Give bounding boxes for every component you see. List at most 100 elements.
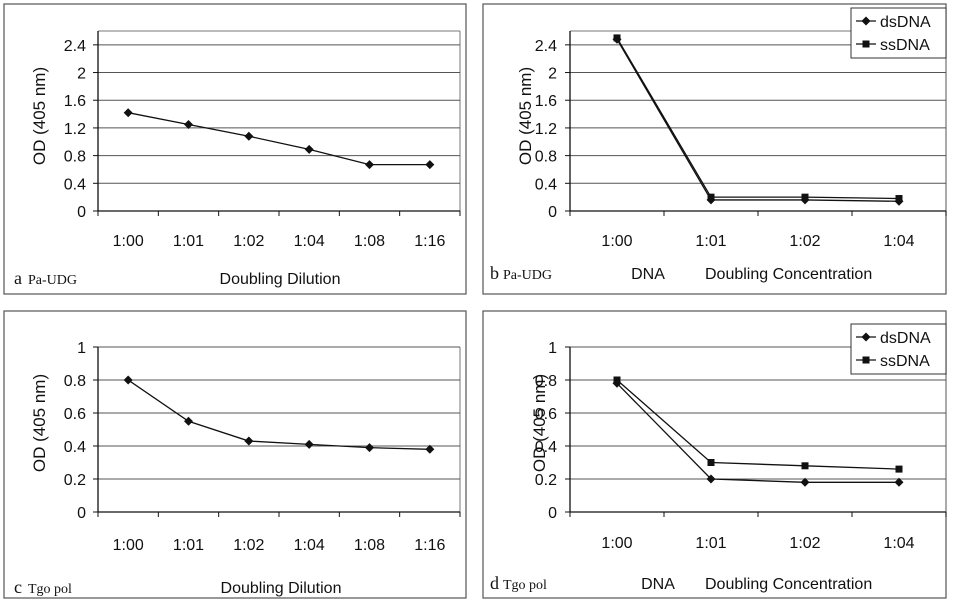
x-tick-label: 1:01	[173, 233, 204, 250]
data-point-main	[244, 436, 254, 446]
chart-panel-b: 0 0.4 0.8 1.2 1.6 2 2.4 1:00 1:01 1:02 1:04 OD (405…	[482, 3, 947, 295]
panel-protein-label: Pa-UDG	[28, 273, 77, 288]
y-axis-label: OD (405 nm)	[30, 374, 49, 472]
legend-marker-ssdna	[862, 356, 870, 364]
x-axis-label-prefix: DNA	[641, 576, 675, 593]
data-point-main	[184, 416, 193, 426]
x-tick-label: 1:08	[354, 233, 385, 250]
chart-panel-d: 0 0.2 0.4 0.6 0.8 1 1:00 1:01 1:02 1:04 OD (405 nm…	[482, 310, 947, 599]
legend-label: ssDNA	[880, 37, 930, 54]
y-tick-label: 1	[77, 340, 86, 357]
y-tick-label: 0.2	[64, 472, 86, 489]
legend-marker-dsdna	[861, 332, 871, 342]
y-tick-label: 0	[77, 505, 86, 522]
series-line-dsdna	[616, 382, 899, 483]
series-line-ssdna	[616, 37, 900, 200]
data-point-main	[244, 131, 254, 141]
panel-frame	[3, 310, 467, 599]
x-tick-label: 1:16	[414, 233, 445, 250]
x-tick-label: 1:02	[789, 535, 820, 552]
x-tick-label: 1:16	[414, 537, 445, 554]
legend-box	[850, 323, 947, 375]
y-axis-label: OD (405 nm)	[30, 67, 49, 165]
panel-letter: a	[14, 268, 22, 288]
data-point-main	[304, 144, 314, 154]
legend-label: dsDNA	[880, 14, 931, 31]
x-axis-label: Doubling Dilution	[220, 271, 341, 288]
series-line-main	[127, 379, 430, 450]
data-point-main	[425, 444, 435, 454]
series-line-main	[128, 112, 430, 166]
x-tick-label: 1:02	[233, 537, 264, 554]
x-tick-label: 1:08	[354, 537, 385, 554]
data-point-ssdna	[895, 195, 903, 203]
panel-letter: b	[490, 263, 499, 283]
x-tick-label: 1:04	[883, 535, 914, 552]
data-point-main	[425, 160, 435, 170]
y-tick-label: 0.8	[535, 149, 557, 166]
panel-protein-label: Tgo pol	[503, 578, 547, 593]
x-axis-label: Doubling Concentration	[705, 266, 872, 283]
x-tick-label: 1:00	[113, 537, 144, 554]
series-line-ssdna	[616, 379, 900, 470]
y-tick-label: 0.4	[64, 439, 86, 456]
y-tick-label: 0.8	[64, 373, 86, 390]
legend-label: dsDNA	[880, 330, 931, 347]
data-point-ssdna	[707, 193, 715, 201]
y-tick-label: 2	[77, 66, 86, 83]
y-tick-label: 2.4	[535, 38, 557, 55]
legend-box	[850, 7, 947, 59]
data-point-ssdna	[801, 462, 809, 470]
y-tick-label: 0.8	[535, 373, 557, 390]
x-tick-label: 1:04	[294, 233, 325, 250]
panel-frame	[3, 3, 467, 295]
legend-marker-dsdna	[861, 16, 871, 26]
y-tick-label: 1.2	[64, 121, 86, 138]
x-axis-label: Doubling Dilution	[221, 580, 342, 597]
data-point-main	[304, 439, 314, 449]
data-point-dsdna	[706, 474, 716, 484]
panel-letter: d	[490, 573, 499, 593]
y-tick-label: 0.4	[535, 439, 557, 456]
data-point-main	[365, 443, 374, 453]
y-tick-label: 1.6	[64, 93, 86, 110]
data-point-dsdna	[894, 477, 904, 487]
y-tick-label: 0.2	[535, 472, 557, 489]
x-tick-label: 1:04	[294, 537, 325, 554]
y-tick-label: 1.6	[535, 93, 557, 110]
panel-protein-label: Tgo pol	[28, 582, 72, 597]
data-point-main	[123, 108, 133, 118]
chart-panel-c: 0 0.2 0.4 0.6 0.8 1 1:00 1:01 1:02 1:04 1:08 1:16 OD…	[3, 310, 467, 599]
x-axis-label-prefix: DNA	[631, 266, 665, 283]
panel-protein-label: Pa-UDG	[503, 268, 552, 283]
y-tick-label: 2.4	[64, 38, 86, 55]
y-axis-label: OD (405 nm)	[516, 67, 535, 165]
data-point-dsdna	[800, 477, 810, 487]
data-point-ssdna	[707, 459, 715, 466]
y-tick-label: 0	[548, 204, 557, 221]
data-point-main	[123, 375, 133, 385]
data-point-ssdna	[613, 376, 621, 384]
x-tick-label: 1:00	[601, 233, 632, 250]
y-tick-label: 1.2	[535, 121, 557, 138]
legend-marker-ssdna	[862, 40, 870, 48]
y-tick-label: 0	[77, 204, 86, 221]
x-tick-label: 1:01	[695, 535, 726, 552]
x-tick-label: 1:01	[695, 233, 726, 250]
x-tick-label: 1:00	[601, 535, 632, 552]
y-axis-label: OD (405 nm)	[530, 374, 549, 472]
y-tick-label: 0.6	[64, 406, 86, 423]
series-line-dsdna	[616, 38, 900, 202]
data-point-main	[365, 160, 374, 170]
x-tick-label: 1:00	[113, 233, 144, 250]
y-tick-label: 0.6	[535, 406, 557, 423]
y-tick-label: 0	[548, 505, 557, 522]
data-point-ssdna	[801, 193, 809, 201]
y-tick-label: 0.4	[64, 176, 86, 193]
data-point-ssdna	[895, 465, 903, 473]
data-point-main	[184, 119, 193, 129]
y-tick-label: 0.8	[64, 149, 86, 166]
x-tick-label: 1:02	[233, 233, 264, 250]
y-tick-label: 0.4	[535, 176, 557, 193]
